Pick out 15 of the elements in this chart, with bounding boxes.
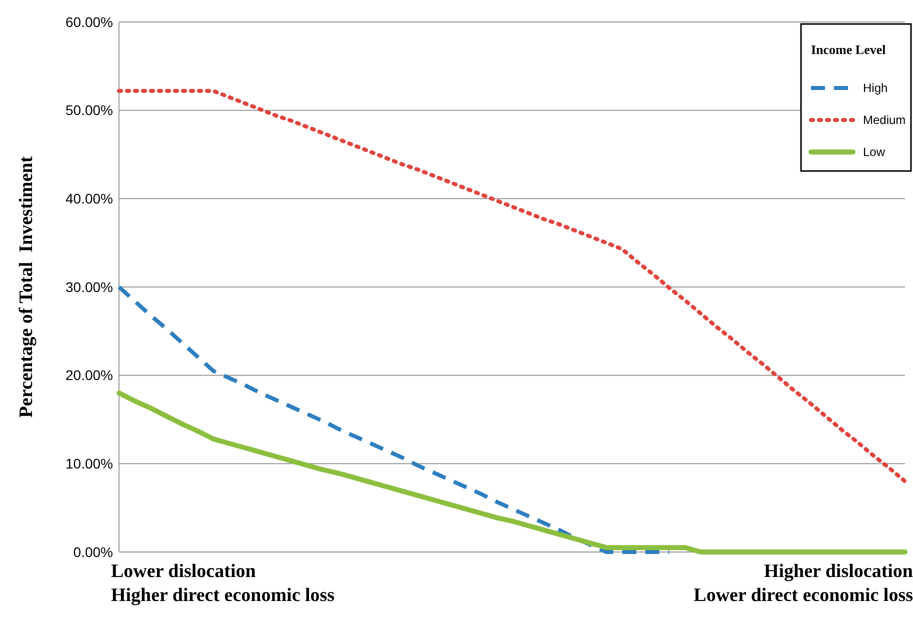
legend-label: Medium bbox=[863, 113, 906, 128]
y-tick-label: 0.00% bbox=[73, 544, 113, 560]
y-axis-title: Percentage of Total Investiment bbox=[16, 156, 37, 418]
y-tick-label: 10.00% bbox=[66, 456, 113, 472]
legend-title: Income Level bbox=[811, 42, 886, 57]
text: Higher dislocation Lower direct economic loss bbox=[694, 561, 913, 606]
y-tick-label: 50.00% bbox=[66, 102, 113, 118]
y-tick-label: 60.00% bbox=[66, 14, 113, 30]
legend-label: Low bbox=[863, 145, 886, 160]
text: Lower dislocation Higher direct economic loss bbox=[111, 561, 335, 606]
y-tick-label: 20.00% bbox=[66, 367, 113, 384]
line-series bbox=[117, 285, 672, 554]
y-tick-label: 40.00% bbox=[66, 190, 113, 207]
legend-label: High bbox=[863, 81, 888, 96]
y-tick-label: 30.00% bbox=[66, 278, 113, 295]
